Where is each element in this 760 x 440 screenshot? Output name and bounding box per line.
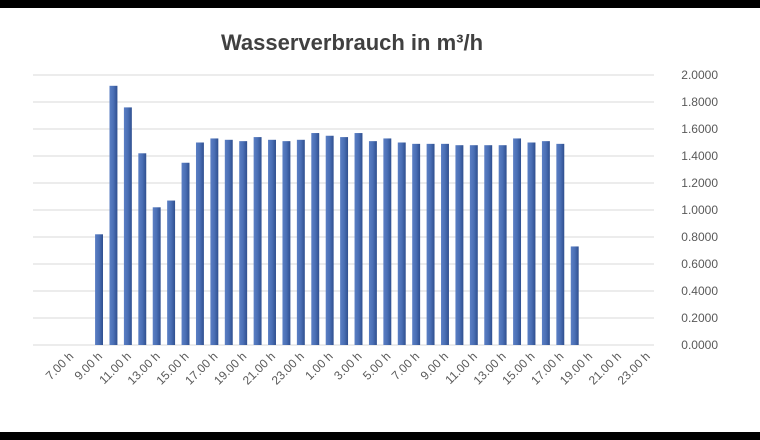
bar [253, 137, 262, 345]
bar [325, 135, 334, 345]
chart-title: Wasserverbrauch in m³/h [221, 30, 483, 55]
x-tick-label: 7.00 h [389, 349, 422, 382]
bar [397, 142, 406, 345]
y-tick-label: 0.8000 [681, 230, 718, 244]
bar [498, 145, 507, 345]
bar [527, 142, 536, 345]
bar [239, 141, 248, 345]
bar-chart: Wasserverbrauch in m³/h 0.0000 0.2000 0.40… [33, 30, 718, 387]
x-tick-label: 7.00 h [43, 349, 76, 382]
bar [95, 234, 104, 345]
bar [368, 141, 377, 345]
y-axis-ticks: 0.0000 0.2000 0.4000 0.6000 0.8000 1.0000 1.20… [681, 68, 718, 352]
bar [383, 138, 392, 345]
y-tick-label: 0.0000 [681, 338, 718, 352]
y-tick-label: 2.0000 [681, 68, 718, 82]
y-tick-label: 1.2000 [681, 176, 718, 190]
y-tick-label: 0.4000 [681, 284, 718, 298]
y-tick-label: 0.6000 [681, 257, 718, 271]
bar [311, 133, 320, 345]
chart-frame: Wasserverbrauch in m³/h 0.0000 0.2000 0.40… [0, 8, 760, 432]
bar [412, 143, 421, 345]
bar [541, 141, 550, 345]
bar [570, 246, 579, 345]
bar [109, 85, 118, 346]
bar [167, 200, 176, 345]
bar [426, 143, 435, 345]
bar [340, 137, 349, 345]
bar [152, 207, 161, 345]
bar [354, 133, 363, 345]
bar [224, 139, 233, 345]
y-tick-label: 1.8000 [681, 95, 718, 109]
bar [123, 107, 132, 346]
x-axis-ticks: 7.00 h9.00 h11.00 h13.00 h15.00 h17.00 h… [43, 349, 653, 387]
bar [455, 145, 464, 345]
bar [469, 145, 478, 345]
x-tick-label: 23.00 h [269, 349, 307, 387]
bar [138, 153, 147, 345]
y-tick-label: 1.0000 [681, 203, 718, 217]
y-tick-label: 1.4000 [681, 149, 718, 163]
bar [195, 142, 204, 345]
y-tick-label: 0.2000 [681, 311, 718, 325]
bar [484, 145, 493, 345]
x-tick-label: 23.00 h [615, 349, 653, 387]
bar [210, 138, 219, 345]
bar [556, 143, 565, 345]
y-tick-label: 1.6000 [681, 122, 718, 136]
bar [513, 138, 522, 345]
bars [95, 85, 579, 346]
bar [296, 139, 305, 345]
bar [441, 143, 449, 345]
bar [282, 141, 291, 345]
x-tick-label: 5.00 h [360, 349, 393, 382]
bar [268, 139, 276, 345]
x-tick-label: 3.00 h [331, 349, 364, 382]
bar [181, 162, 190, 345]
x-tick-label: 1.00 h [302, 349, 335, 382]
